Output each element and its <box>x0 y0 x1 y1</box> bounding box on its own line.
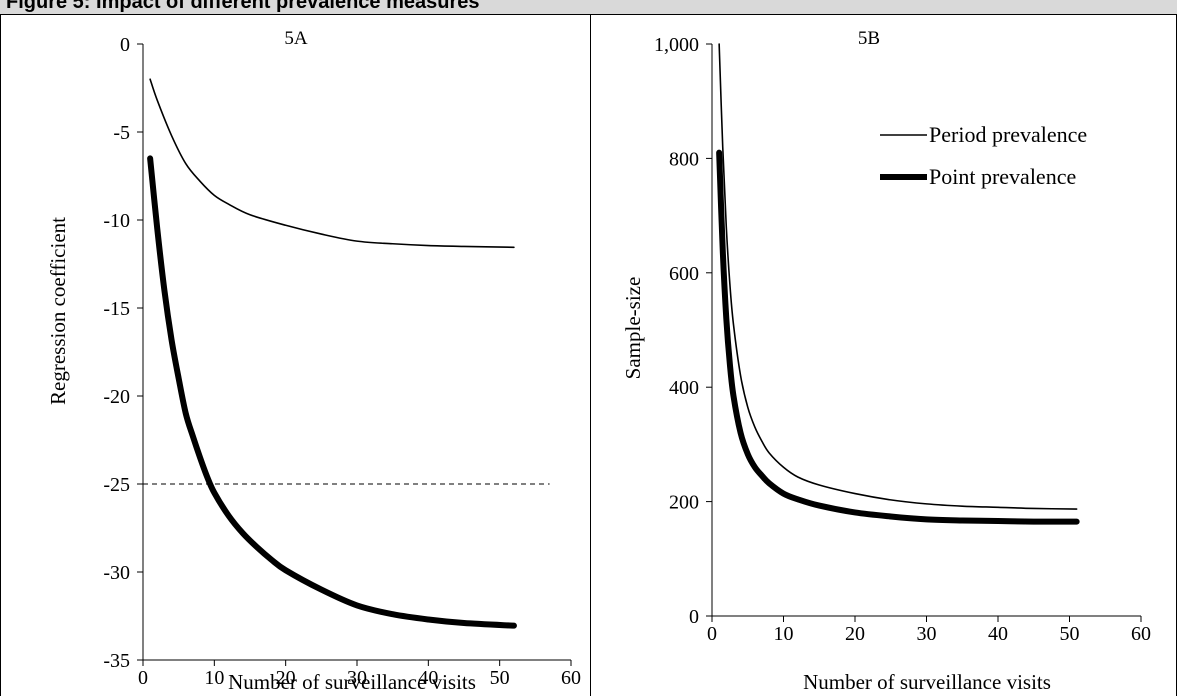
panel-5a-x-tick-label: 0 <box>138 667 148 689</box>
panel-5b-y-tick-label: 200 <box>669 492 699 514</box>
panel-5b-series-point-prevalence <box>716 149 1080 525</box>
panel-5a-label: 5A <box>284 28 308 49</box>
panel-5a-series-thick-line <box>147 155 517 629</box>
panel-5a-x-ticks: 0 10 20 30 40 50 60 <box>138 660 581 689</box>
panel-5b-x-axis-label: Number of surveillance visits <box>803 670 1051 694</box>
panel-5a-axes <box>142 44 571 661</box>
panel-5a-series <box>147 78 517 629</box>
panel-5b-y-ticks: 0 200 400 600 800 1,000 <box>654 34 712 628</box>
panel-5a-y-tick-label: -15 <box>103 298 130 320</box>
panel-5a-x-tick-label: 60 <box>561 667 581 689</box>
panel-5a-y-tick-label: -5 <box>113 122 130 144</box>
panel-5b-x-tick-label: 50 <box>1060 623 1080 645</box>
panel-5a-y-ticks: 0 -5 -10 -15 -20 -25 -30 -35 <box>103 34 143 672</box>
panel-5a-y-tick-label: -10 <box>103 210 130 232</box>
panel-5b-x-tick-label: 20 <box>845 623 865 645</box>
panel-5b-y-axis-label: Sample-size <box>621 277 645 380</box>
panel-5b-series-period-prevalence <box>718 43 1078 510</box>
panel-5a-y-tick-label: 0 <box>120 34 130 56</box>
panel-5a-x-tick-label: 50 <box>490 667 510 689</box>
panel-5b-x-tick-label: 60 <box>1131 623 1151 645</box>
panel-5b-legend-label-period-prevalence: Period prevalence <box>929 122 1087 147</box>
panel-5b-x-ticks: 0 10 20 30 40 50 60 <box>707 616 1151 645</box>
panel-5a-x-tick-label: 20 <box>276 667 296 689</box>
panel-5a-series-thin-line <box>149 78 515 249</box>
panel-5b-label: 5B <box>858 28 880 49</box>
panel-5b-x-tick-label: 40 <box>988 623 1008 645</box>
panel-5b-x-tick-label: 10 <box>774 623 794 645</box>
panel-5b-y-tick-label: 800 <box>669 148 699 170</box>
panel-5b-x-tick-label: 0 <box>707 623 717 645</box>
panel-5a-x-tick-label: 10 <box>204 667 224 689</box>
panel-5a: 5A Regression coefficient Number of surv… <box>46 28 581 694</box>
panel-5b-series <box>716 43 1080 525</box>
panel-5a-y-tick-label: -25 <box>103 474 130 496</box>
panel-5b-y-tick-label: 0 <box>689 606 699 628</box>
panel-5a-x-tick-label: 40 <box>418 667 438 689</box>
panel-5b: 5B Sample-size Number of surveillance vi… <box>621 28 1151 694</box>
panel-5b-legend: Period prevalence Point prevalence <box>880 122 1087 189</box>
panel-5b-y-tick-label: 600 <box>669 263 699 285</box>
panel-5a-y-tick-label: -35 <box>103 650 130 672</box>
panel-5b-legend-label-point-prevalence: Point prevalence <box>929 164 1076 189</box>
panel-5a-y-tick-label: -20 <box>103 386 130 408</box>
panel-5b-y-tick-label: 1,000 <box>654 34 699 56</box>
panel-5b-x-tick-label: 30 <box>917 623 937 645</box>
panel-5a-x-axis-label: Number of surveillance visits <box>228 670 476 694</box>
panel-5a-y-axis-label: Regression coefficient <box>46 217 70 405</box>
figure-title: Figure 5: Impact of different prevalence… <box>6 0 480 13</box>
figure-header: Figure 5: Impact of different prevalence… <box>0 0 1177 14</box>
panel-5b-y-tick-label: 400 <box>669 377 699 399</box>
panel-5a-y-tick-label: -30 <box>103 562 130 584</box>
panel-5a-x-tick-label: 30 <box>347 667 367 689</box>
